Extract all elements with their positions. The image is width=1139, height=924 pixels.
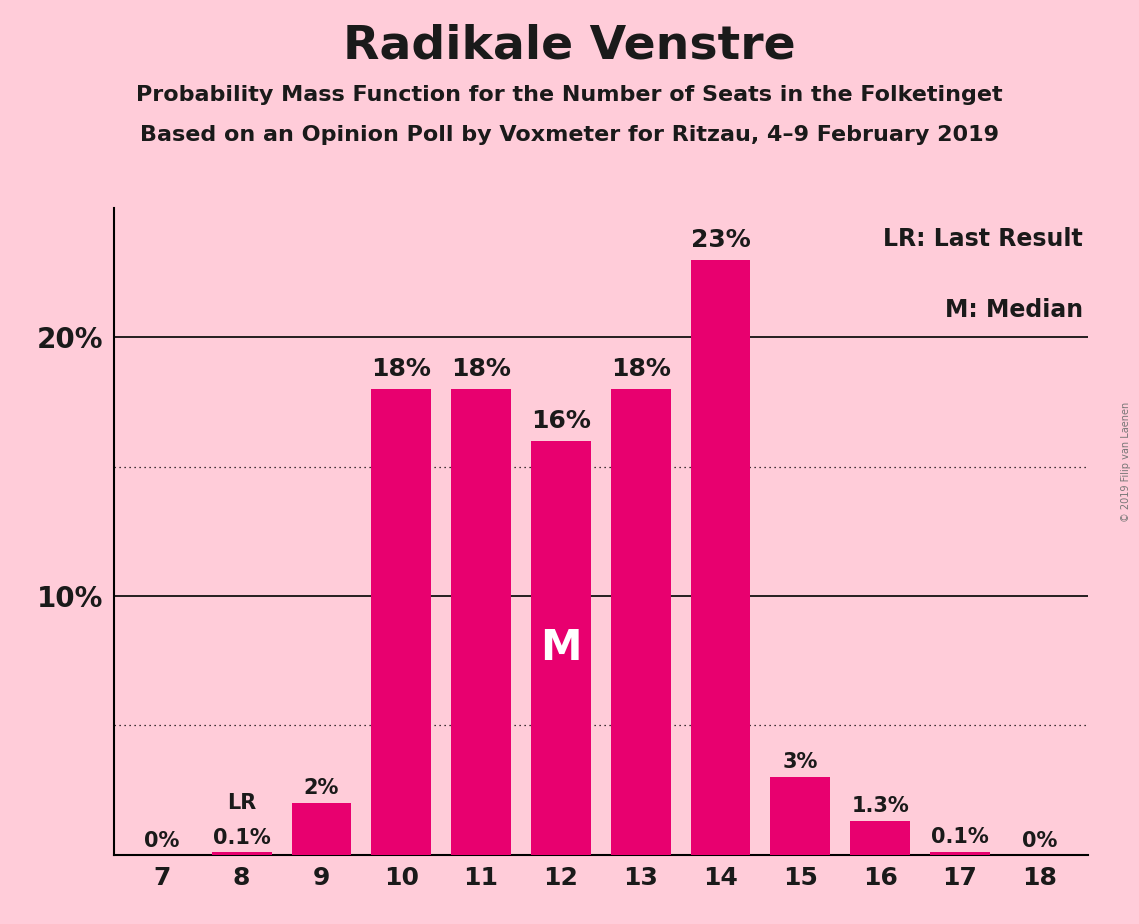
Text: 3%: 3%: [782, 752, 818, 772]
Text: M: Median: M: Median: [944, 298, 1083, 322]
Text: © 2019 Filip van Laenen: © 2019 Filip van Laenen: [1121, 402, 1131, 522]
Text: 2%: 2%: [304, 778, 339, 797]
Text: LR: LR: [227, 794, 256, 813]
Bar: [212, 852, 271, 855]
Text: 18%: 18%: [451, 358, 511, 382]
Bar: [931, 852, 990, 855]
Text: LR: Last Result: LR: Last Result: [883, 227, 1083, 251]
Text: M: M: [540, 626, 582, 669]
Bar: [531, 441, 591, 855]
Text: 18%: 18%: [611, 358, 671, 382]
Text: Radikale Venstre: Radikale Venstre: [343, 23, 796, 68]
Bar: [292, 803, 351, 855]
Bar: [611, 389, 671, 855]
Text: Probability Mass Function for the Number of Seats in the Folketinget: Probability Mass Function for the Number…: [137, 85, 1002, 105]
Text: 1.3%: 1.3%: [851, 796, 909, 816]
Text: 23%: 23%: [690, 228, 751, 252]
Bar: [451, 389, 511, 855]
Bar: [371, 389, 432, 855]
Bar: [690, 260, 751, 855]
Bar: [770, 777, 830, 855]
Text: 0.1%: 0.1%: [932, 827, 989, 847]
Text: 0%: 0%: [145, 831, 180, 851]
Text: 0.1%: 0.1%: [213, 828, 270, 848]
Text: 0%: 0%: [1022, 831, 1057, 851]
Text: Based on an Opinion Poll by Voxmeter for Ritzau, 4–9 February 2019: Based on an Opinion Poll by Voxmeter for…: [140, 125, 999, 145]
Bar: [851, 821, 910, 855]
Text: 16%: 16%: [531, 409, 591, 433]
Text: 18%: 18%: [371, 358, 432, 382]
